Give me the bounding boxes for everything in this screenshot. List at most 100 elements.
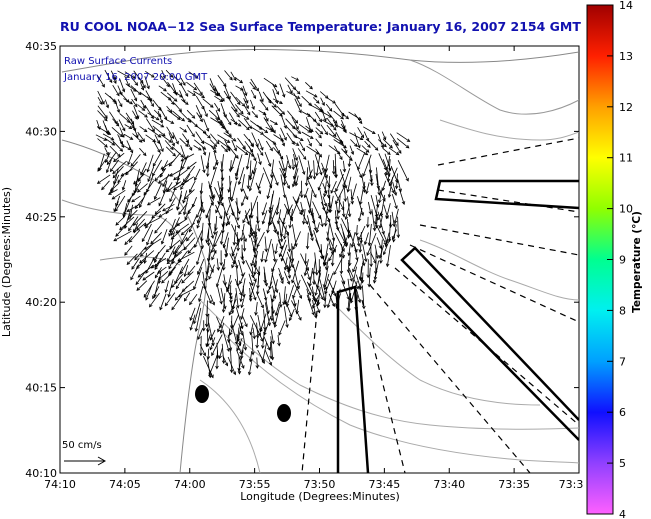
current-vector-arrowhead <box>219 122 224 126</box>
current-vector-arrow <box>348 293 352 312</box>
current-vector-arrow <box>249 225 252 238</box>
current-vector-arrowhead <box>377 191 381 196</box>
current-vector-arrowhead <box>259 328 263 333</box>
current-vector-arrow <box>286 154 291 169</box>
current-vector-arrow <box>291 84 301 95</box>
current-vector-arrow <box>342 231 347 247</box>
current-vector-arrowhead <box>249 176 253 181</box>
current-vector-arrow <box>247 175 250 189</box>
current-vector-arrowhead <box>275 91 280 96</box>
current-vector-arrowhead <box>315 172 319 177</box>
current-vector-arrow <box>262 329 265 349</box>
current-vector-arrow <box>235 341 243 355</box>
current-vector-arrow <box>348 111 362 121</box>
current-vector-arrowhead <box>248 358 253 363</box>
current-vector-arrowhead <box>242 145 246 150</box>
current-vector-arrowhead <box>385 215 389 220</box>
current-vector-arrowhead <box>183 273 187 278</box>
current-vector-arrowhead <box>272 129 276 134</box>
current-vector-arrow <box>229 175 232 200</box>
current-vector-arrowhead <box>301 147 305 152</box>
current-vector-arrowhead <box>244 92 248 97</box>
current-vector-arrow <box>248 358 253 375</box>
current-vector-arrowhead <box>112 174 117 179</box>
current-vector-arrow <box>119 78 125 92</box>
current-vector-arrow <box>131 98 138 107</box>
current-vector-arrowhead <box>184 216 188 221</box>
current-vector-arrowhead <box>184 93 189 97</box>
current-vector-arrowhead <box>298 109 302 114</box>
current-vector-arrowhead <box>305 221 309 225</box>
current-vector-arrowhead <box>219 241 224 245</box>
current-vector-arrowhead <box>248 298 253 302</box>
current-vector-arrow <box>317 287 321 305</box>
current-vector-arrow <box>256 335 259 348</box>
current-vector-arrow <box>196 112 203 122</box>
current-vector-arrowhead <box>331 237 336 242</box>
current-vector-arrowhead <box>240 202 245 207</box>
current-vector-arrow <box>209 166 217 189</box>
current-vector-arrowhead <box>362 173 366 177</box>
current-vector-arrowhead <box>225 130 229 135</box>
current-vector-arrow <box>186 81 197 91</box>
current-vector-arrowhead <box>171 306 175 311</box>
current-vector-arrow <box>155 257 162 268</box>
current-vector-arrow <box>388 222 391 242</box>
current-vector-arrowhead <box>191 115 196 119</box>
current-vector-arrow <box>181 271 194 284</box>
current-vector-arrow <box>236 337 243 351</box>
current-vector-arrow <box>154 251 160 263</box>
current-vector-arrow <box>340 123 347 133</box>
current-vector-arrow <box>257 349 265 364</box>
current-vector-arrowhead <box>278 253 283 258</box>
current-vector-arrow <box>249 167 257 191</box>
current-vector-arrowhead <box>104 115 108 119</box>
current-vector-arrowhead <box>215 209 219 214</box>
current-vector-arrow <box>320 106 327 122</box>
current-vector-arrowhead <box>163 88 167 92</box>
current-vector-arrowhead <box>293 181 297 186</box>
current-vector-arrow <box>173 75 183 86</box>
current-vector-arrowhead <box>350 244 355 248</box>
current-vector-arrow <box>215 204 222 219</box>
current-vector-arrow <box>202 146 206 156</box>
current-vector-arrow <box>152 125 166 137</box>
current-vector-arrow <box>130 76 138 86</box>
current-vector-arrow <box>117 99 123 107</box>
current-vector-arrowhead <box>366 224 370 228</box>
x-tick-label: 73:45 <box>369 478 401 491</box>
current-vector-arrow <box>292 196 302 215</box>
current-vector-arrow <box>194 230 203 248</box>
current-vector-arrowhead <box>299 194 304 199</box>
current-vector-arrowhead <box>290 264 295 269</box>
coastline-north <box>61 49 579 73</box>
current-vector-arrowhead <box>150 74 155 78</box>
current-vector-arrowhead <box>340 115 345 120</box>
current-vector-arrow <box>351 266 357 290</box>
current-vector-arrowhead <box>260 131 265 135</box>
current-vector-arrowhead <box>282 93 286 98</box>
current-vector-arrowhead <box>210 374 214 379</box>
current-vector-arrow <box>119 113 130 123</box>
current-vector-arrow <box>236 167 239 180</box>
current-vector-arrowhead <box>240 188 244 193</box>
current-vector-arrow <box>130 154 141 167</box>
current-vector-arrow <box>104 137 115 146</box>
current-vector-arrow <box>242 85 247 96</box>
current-vector-arrowhead <box>218 193 223 198</box>
current-vector-arrow <box>147 197 161 206</box>
current-vector-arrow <box>133 127 139 138</box>
current-vector-arrow <box>284 300 293 317</box>
current-vector-arrow <box>113 152 125 162</box>
current-vector-arrowhead <box>140 86 145 91</box>
current-vector-arrow <box>144 76 150 89</box>
current-vector-arrow <box>147 112 160 121</box>
current-vector-arrow <box>249 350 253 362</box>
current-vector-arrowhead <box>180 154 185 158</box>
current-vector-arrow <box>168 257 174 269</box>
current-vector-arrow <box>343 182 346 202</box>
current-vector-arrowhead <box>260 147 264 151</box>
current-vector-arrow <box>197 258 205 275</box>
scale-vector-arrowhead <box>97 456 107 466</box>
current-vector-arrowhead <box>300 209 305 214</box>
